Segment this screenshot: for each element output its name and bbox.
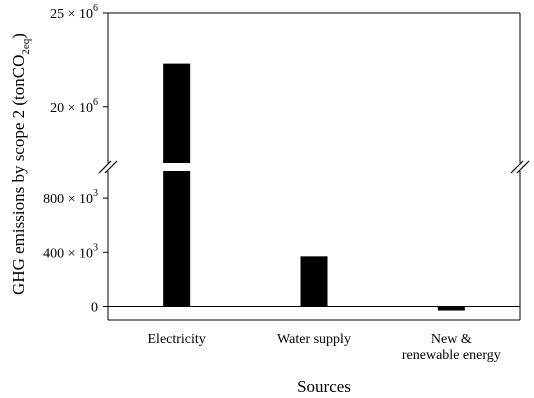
y-tick-label: 400 × 103 — [43, 242, 98, 261]
bar — [163, 63, 191, 307]
bar — [437, 306, 465, 311]
x-tick-label: Water supply — [277, 332, 351, 347]
x-tick-label: New & renewable energy — [402, 332, 501, 363]
bar — [300, 256, 328, 307]
axis-break-mark — [104, 160, 118, 174]
y-tick-label: 0 — [91, 300, 98, 315]
axis-break-mark — [98, 160, 112, 174]
y-axis-label: GHG emissions by scope 2 (tonCO2eq) — [9, 33, 32, 295]
axis-break-mark — [510, 160, 524, 174]
x-tick-label: Electricity — [148, 332, 206, 347]
x-tick-labels: Electricity Water supply New & renewable en… — [148, 332, 501, 363]
bar-lower-part — [163, 171, 191, 307]
bars — [163, 63, 465, 311]
bar-upper-part — [163, 63, 191, 163]
y-tick-label: 800 × 103 — [43, 188, 98, 207]
x-axis-label: Sources — [297, 377, 351, 396]
y-ticks: 20 × 106 25 × 106 0 400 × 103 800 × 103 — [43, 3, 108, 315]
axis-break-mark — [516, 160, 530, 174]
y-tick-label: 25 × 106 — [50, 3, 98, 22]
axis-break-marks — [98, 160, 530, 174]
y-tick-label: 20 × 106 — [50, 97, 98, 116]
upper-panel — [107, 12, 521, 163]
